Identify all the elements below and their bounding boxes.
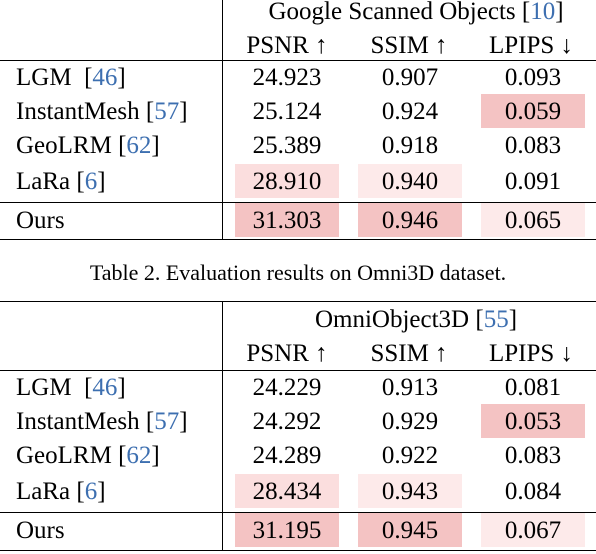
ssim-cell: 0.907: [381, 64, 439, 91]
psnr-cell: 24.289: [252, 442, 322, 469]
method-label: LaRa [6]: [16, 478, 106, 505]
results-table-gso: Google Scanned Objects [10] PSNR ↑ SSIM …: [0, 0, 596, 240]
ssim-cell-best: 0.946: [358, 203, 462, 237]
results-table-omni: OmniObject3D [55] PSNR ↑ SSIM ↑ LPIPS ↓ …: [0, 301, 596, 552]
col-header-lpips: LPIPS ↓: [488, 340, 574, 367]
lpips-cell: 0.081: [504, 374, 562, 401]
citation-link[interactable]: 62: [126, 442, 152, 469]
citation-link[interactable]: 6: [84, 168, 98, 195]
ssim-cell: 0.922: [381, 442, 439, 469]
lpips-cell-best: 0.053: [481, 404, 585, 438]
psnr-cell: 24.292: [252, 408, 322, 435]
method-label-ours: Ours: [16, 207, 65, 234]
ssim-cell-best: 0.945: [358, 513, 462, 547]
psnr-cell: 24.923: [252, 64, 322, 91]
header-rule: [0, 370, 596, 371]
citation-link[interactable]: 57: [154, 98, 180, 125]
lpips-cell-best: 0.059: [481, 94, 585, 128]
lpips-cell: 0.093: [504, 64, 562, 91]
citation-link[interactable]: 10: [530, 0, 556, 25]
citation-link[interactable]: 55: [483, 306, 509, 333]
lpips-cell-third: 0.065: [481, 203, 585, 237]
method-label: InstantMesh [57]: [16, 408, 188, 435]
psnr-cell-best: 31.195: [235, 513, 339, 547]
psnr-cell: 25.124: [252, 98, 322, 125]
lpips-cell: 0.091: [504, 168, 562, 195]
ssim-cell-second: 0.943: [358, 474, 462, 508]
bottom-rule: [0, 239, 596, 240]
dataset-header: Google Scanned Objects [10]: [268, 0, 564, 25]
method-label: GeoLRM [62]: [16, 442, 160, 469]
citation-link[interactable]: 6: [84, 478, 98, 505]
lpips-cell: 0.083: [504, 132, 562, 159]
psnr-cell: 25.389: [252, 132, 322, 159]
ssim-cell: 0.929: [381, 408, 439, 435]
method-label: LaRa [6]: [16, 168, 106, 195]
citation-link[interactable]: 46: [92, 64, 118, 91]
col-header-ssim: SSIM ↑: [370, 340, 448, 367]
citation-link[interactable]: 46: [92, 374, 118, 401]
table-caption: Table 2. Evaluation results on Omni3D da…: [89, 260, 507, 285]
ssim-cell: 0.913: [381, 374, 439, 401]
method-label-ours: Ours: [16, 517, 65, 544]
ours-rule: [0, 512, 596, 513]
method-label: LGM [46]: [16, 374, 126, 401]
method-label: GeoLRM [62]: [16, 132, 160, 159]
ssim-cell-second: 0.940: [358, 164, 462, 198]
column-divider: [222, 301, 223, 551]
method-label: InstantMesh [57]: [16, 98, 188, 125]
col-header-lpips: LPIPS ↓: [488, 32, 574, 59]
lpips-cell-third: 0.067: [481, 513, 585, 547]
psnr-cell-second: 28.910: [235, 164, 339, 198]
dataset-header: OmniObject3D [55]: [314, 306, 518, 333]
citation-link[interactable]: 57: [154, 408, 180, 435]
lpips-cell: 0.084: [504, 478, 562, 505]
col-header-psnr: PSNR ↑: [246, 32, 328, 59]
ssim-cell: 0.918: [381, 132, 439, 159]
col-header-psnr: PSNR ↑: [246, 340, 328, 367]
psnr-cell-second: 28.434: [235, 474, 339, 508]
ssim-cell: 0.924: [381, 98, 439, 125]
bottom-rule: [0, 550, 596, 551]
header-rule: [0, 60, 596, 61]
method-label: LGM [46]: [16, 64, 126, 91]
col-header-ssim: SSIM ↑: [370, 32, 448, 59]
ours-rule: [0, 202, 596, 203]
lpips-cell: 0.083: [504, 442, 562, 469]
psnr-cell: 24.229: [252, 374, 322, 401]
psnr-cell-best: 31.303: [235, 203, 339, 237]
citation-link[interactable]: 62: [126, 132, 152, 159]
top-rule: [0, 301, 596, 302]
column-divider: [222, 0, 223, 240]
